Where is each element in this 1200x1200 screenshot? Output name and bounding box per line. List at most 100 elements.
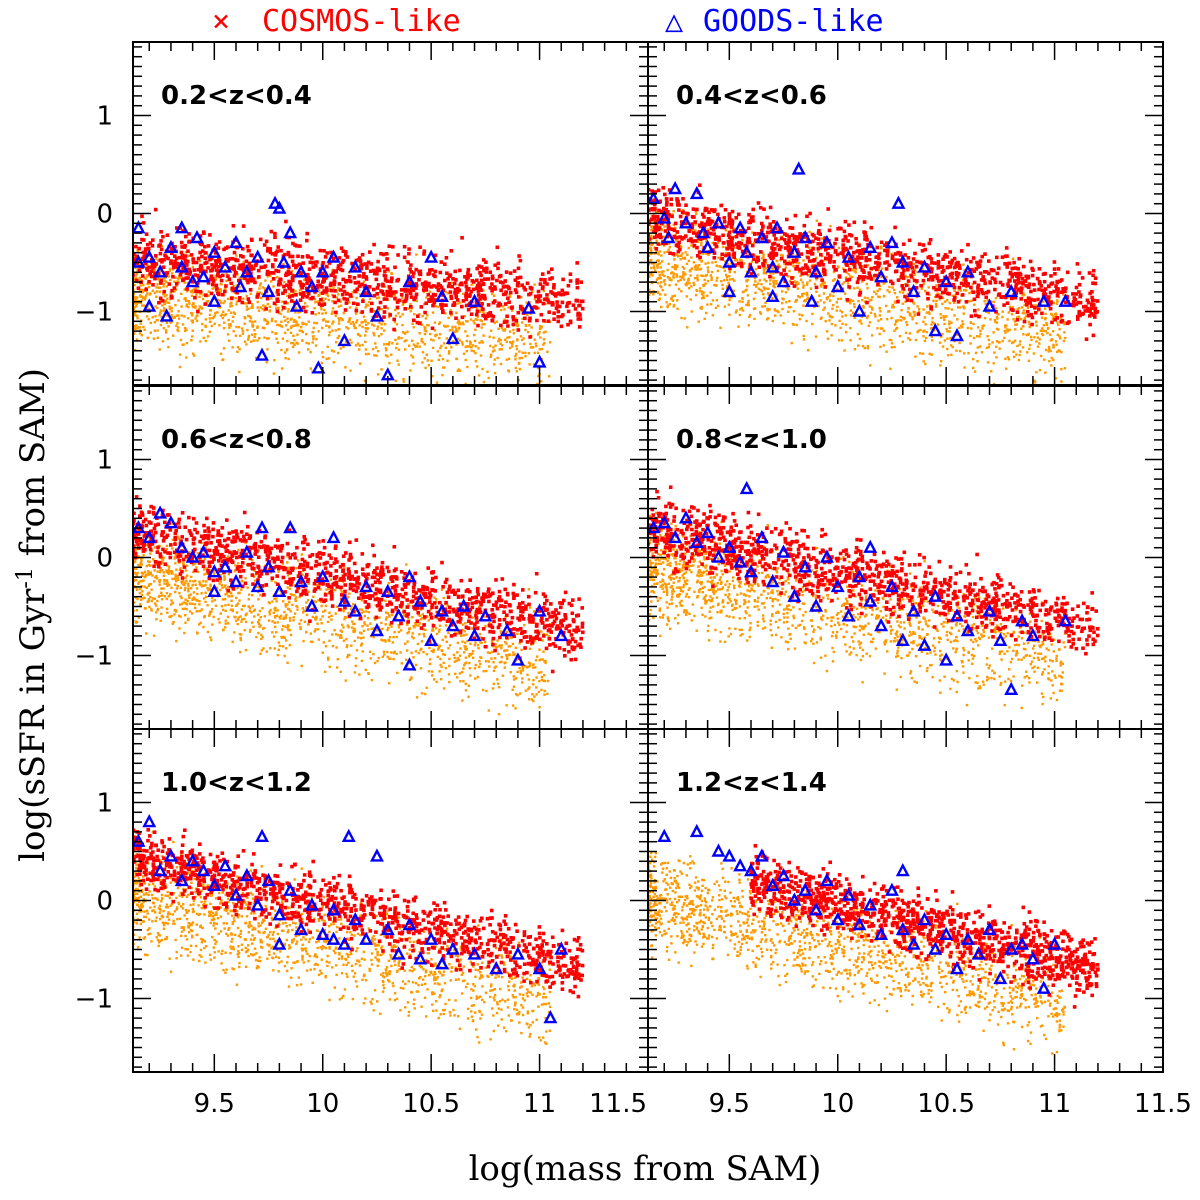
background-point — [448, 329, 452, 332]
background-point — [315, 321, 319, 325]
background-point — [790, 254, 794, 257]
background-point — [540, 325, 543, 329]
background-point — [912, 262, 916, 266]
background-point — [359, 293, 362, 296]
cosmos-point — [958, 266, 962, 270]
background-point — [286, 294, 289, 298]
cosmos-point — [535, 299, 539, 304]
background-point — [787, 288, 790, 291]
cosmos-point — [843, 269, 847, 273]
background-point — [781, 301, 784, 305]
background-point — [730, 255, 733, 258]
background-point — [824, 259, 827, 262]
cosmos-point — [790, 233, 795, 237]
background-point — [177, 299, 180, 302]
cosmos-point — [410, 286, 414, 290]
background-point — [135, 297, 138, 300]
background-point — [259, 282, 262, 285]
cosmos-point — [479, 288, 483, 292]
cosmos-point — [159, 278, 164, 282]
cosmos-point — [560, 300, 565, 305]
cosmos-point — [953, 295, 957, 300]
background-point — [434, 334, 437, 337]
background-point — [305, 332, 308, 336]
background-point — [219, 290, 222, 293]
cosmos-point — [1005, 265, 1009, 269]
background-point — [279, 312, 282, 316]
cosmos-point — [846, 239, 850, 243]
background-point — [658, 262, 662, 265]
cosmos-point — [174, 282, 179, 286]
background-point — [354, 326, 357, 330]
background-point — [394, 314, 398, 317]
cosmos-point — [288, 282, 293, 287]
background-point — [721, 287, 724, 290]
background-point — [373, 354, 376, 357]
cosmos-point — [175, 226, 179, 230]
background-point — [866, 345, 870, 348]
background-point — [866, 287, 869, 290]
background-point — [719, 258, 722, 261]
background-point — [967, 352, 970, 355]
background-point — [533, 297, 537, 301]
cosmos-point — [291, 278, 295, 283]
background-point — [674, 283, 678, 286]
cosmos-point — [1083, 309, 1087, 313]
cosmos-point — [869, 225, 874, 230]
background-point — [703, 278, 706, 282]
background-point — [320, 308, 323, 311]
cosmos-point — [279, 277, 283, 282]
background-point — [365, 327, 369, 330]
cosmos-point — [193, 295, 197, 300]
goods-point — [133, 220, 146, 234]
cosmos-point — [1000, 255, 1005, 259]
cosmos-point — [383, 278, 388, 282]
background-point — [361, 320, 364, 324]
background-point — [294, 311, 297, 314]
cosmos-point — [1015, 310, 1020, 314]
background-point — [435, 381, 439, 384]
background-point — [274, 332, 277, 335]
background-point — [728, 313, 731, 316]
background-point — [935, 304, 938, 308]
background-point — [153, 321, 156, 324]
cosmos-point — [843, 219, 848, 224]
cosmos-point — [414, 292, 419, 297]
background-point — [722, 245, 725, 248]
background-point — [922, 360, 925, 363]
background-point — [1058, 335, 1061, 338]
background-point — [204, 318, 207, 321]
cosmos-point — [490, 288, 494, 293]
cosmos-point — [714, 235, 718, 239]
background-point — [772, 282, 776, 286]
cosmos-point — [333, 289, 337, 293]
cosmos-point — [511, 315, 515, 319]
cosmos-point — [322, 276, 327, 281]
background-point — [238, 276, 241, 279]
cosmos-point — [1016, 277, 1021, 282]
cosmos-point — [1037, 307, 1041, 311]
cosmos-point — [284, 271, 289, 276]
background-point — [885, 304, 888, 308]
background-point — [1036, 345, 1040, 348]
background-point — [843, 292, 847, 295]
cosmos-point — [150, 258, 154, 262]
cosmos-point — [304, 277, 309, 282]
cosmos-point — [875, 245, 880, 250]
cosmos-point — [433, 298, 438, 302]
cosmos-point — [230, 286, 234, 291]
background-point — [535, 344, 538, 348]
background-point — [185, 299, 188, 302]
background-point — [240, 327, 244, 330]
background-point — [762, 267, 766, 270]
background-point — [249, 340, 253, 343]
background-point — [286, 317, 289, 320]
cosmos-point — [550, 267, 554, 271]
background-point — [478, 341, 481, 344]
cosmos-point — [167, 282, 172, 286]
background-point — [466, 320, 469, 323]
background-point — [449, 309, 452, 312]
background-point — [496, 356, 499, 360]
background-point — [768, 308, 771, 311]
background-point — [876, 289, 879, 293]
